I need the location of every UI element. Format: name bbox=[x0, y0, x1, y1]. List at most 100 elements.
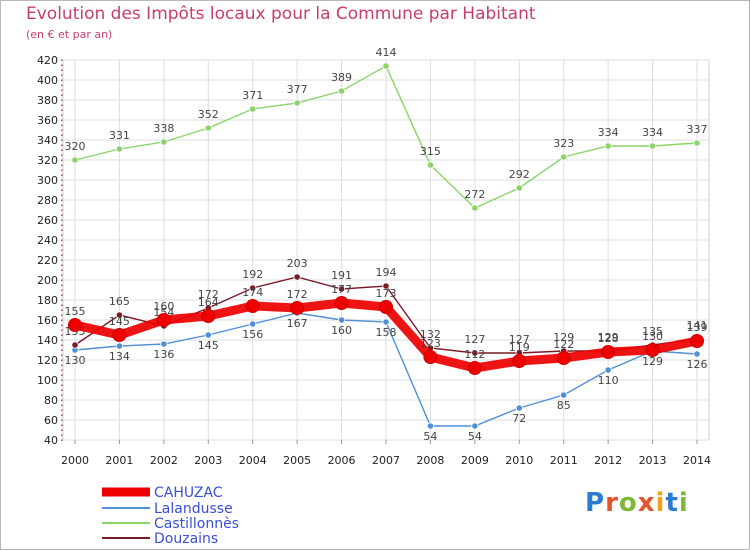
logo-letter: i bbox=[678, 488, 689, 518]
x-tick-label: 2007 bbox=[372, 454, 400, 467]
y-minor-tick bbox=[61, 219, 63, 221]
x-tick-label: 2002 bbox=[150, 454, 178, 467]
series-castillonn-s: 320 331 338 352 371 377 389 414 315 272 292 323 334 3… bbox=[65, 46, 708, 212]
data-label: 334 bbox=[642, 126, 663, 139]
data-point bbox=[160, 340, 168, 348]
y-minor-tick bbox=[61, 419, 63, 421]
x-tick-label: 2010 bbox=[505, 454, 533, 467]
x-tick-label: 2012 bbox=[594, 454, 622, 467]
x-axis-ticks: 2000 2001 2002 2003 2004 2005 2006 2007 2008 2009… bbox=[61, 454, 711, 467]
data-point bbox=[382, 62, 390, 70]
y-tick-label: 200 bbox=[37, 274, 58, 287]
y-minor-tick bbox=[61, 194, 63, 196]
chart-title: Evolution des Impôts locaux pour la Comm… bbox=[26, 4, 536, 24]
y-tick-label: 100 bbox=[37, 374, 58, 387]
series-layer: 320 331 338 352 371 377 389 414 315 272 292 323 334 3… bbox=[65, 46, 708, 443]
y-minor-tick bbox=[61, 259, 63, 261]
y-minor-tick bbox=[61, 414, 63, 416]
data-point bbox=[604, 366, 612, 374]
y-minor-tick bbox=[61, 314, 63, 316]
data-label: 177 bbox=[331, 283, 352, 296]
data-label: 172 bbox=[287, 288, 308, 301]
data-point bbox=[426, 422, 435, 430]
y-minor-tick bbox=[61, 424, 63, 426]
y-minor-tick bbox=[61, 269, 63, 271]
y-minor-tick bbox=[61, 184, 63, 186]
data-point bbox=[337, 316, 346, 324]
data-label: 136 bbox=[153, 348, 174, 361]
y-minor-tick bbox=[61, 94, 63, 96]
data-point bbox=[471, 204, 479, 212]
y-minor-tick bbox=[61, 79, 63, 81]
y-tick-label: 320 bbox=[37, 154, 58, 167]
data-label: 54 bbox=[468, 430, 482, 443]
y-minor-tick bbox=[61, 254, 63, 256]
data-label: 119 bbox=[509, 341, 530, 354]
x-tick-label: 2014 bbox=[683, 454, 711, 467]
y-tick-label: 280 bbox=[37, 194, 58, 207]
data-point bbox=[68, 318, 82, 332]
data-label: 172 bbox=[198, 288, 219, 301]
data-point bbox=[515, 404, 523, 412]
data-point bbox=[115, 145, 124, 153]
data-point bbox=[382, 318, 390, 326]
data-point bbox=[204, 124, 212, 132]
legend-label: CAHUZAC bbox=[154, 485, 223, 501]
data-label: 160 bbox=[153, 300, 174, 313]
data-label: 129 bbox=[642, 355, 663, 368]
y-minor-tick bbox=[61, 369, 63, 371]
data-label: 129 bbox=[598, 331, 619, 344]
data-label: 145 bbox=[109, 315, 130, 328]
data-point bbox=[690, 334, 704, 348]
data-point bbox=[249, 320, 257, 328]
y-minor-tick bbox=[61, 329, 63, 331]
y-minor-tick bbox=[61, 199, 63, 201]
data-point bbox=[423, 350, 438, 364]
data-point bbox=[604, 142, 612, 150]
data-label: 292 bbox=[509, 168, 530, 181]
data-point bbox=[71, 156, 79, 164]
data-label: 174 bbox=[242, 286, 263, 299]
data-point bbox=[560, 391, 568, 399]
y-minor-tick bbox=[61, 294, 63, 296]
data-point bbox=[471, 422, 479, 430]
y-minor-tick bbox=[61, 364, 63, 366]
y-minor-tick bbox=[61, 249, 63, 251]
data-label: 194 bbox=[376, 266, 397, 279]
data-point bbox=[645, 343, 660, 357]
y-minor-tick bbox=[61, 129, 63, 131]
x-tick-label: 2004 bbox=[239, 454, 267, 467]
data-point bbox=[156, 313, 171, 327]
data-label: 334 bbox=[598, 126, 619, 139]
data-label: 414 bbox=[376, 46, 397, 59]
y-tick-label: 60 bbox=[44, 414, 58, 427]
data-point bbox=[204, 331, 212, 339]
data-point bbox=[471, 349, 479, 357]
y-tick-label: 360 bbox=[37, 114, 58, 127]
logo-letter: P bbox=[585, 488, 606, 518]
data-label: 128 bbox=[598, 332, 619, 345]
y-minor-tick bbox=[61, 204, 63, 206]
y-minor-tick bbox=[61, 59, 63, 61]
x-tick-label: 2005 bbox=[283, 454, 311, 467]
x-tick-label: 2009 bbox=[461, 454, 489, 467]
y-minor-tick bbox=[61, 189, 63, 191]
data-label: 132 bbox=[420, 328, 441, 341]
data-point bbox=[290, 301, 305, 315]
data-point bbox=[601, 345, 616, 359]
data-label: 145 bbox=[198, 339, 219, 352]
y-tick-label: 180 bbox=[37, 294, 58, 307]
data-label: 127 bbox=[509, 333, 530, 346]
grid bbox=[62, 59, 710, 444]
data-point bbox=[693, 139, 701, 147]
y-minor-tick bbox=[61, 429, 63, 431]
y-minor-tick bbox=[61, 394, 63, 396]
data-label: 338 bbox=[153, 122, 174, 135]
logo-letter: r bbox=[605, 488, 619, 518]
data-label: 173 bbox=[376, 287, 397, 300]
data-point bbox=[648, 142, 657, 150]
y-minor-tick bbox=[61, 144, 63, 146]
y-minor-tick bbox=[61, 339, 63, 341]
data-label: 156 bbox=[242, 328, 263, 341]
